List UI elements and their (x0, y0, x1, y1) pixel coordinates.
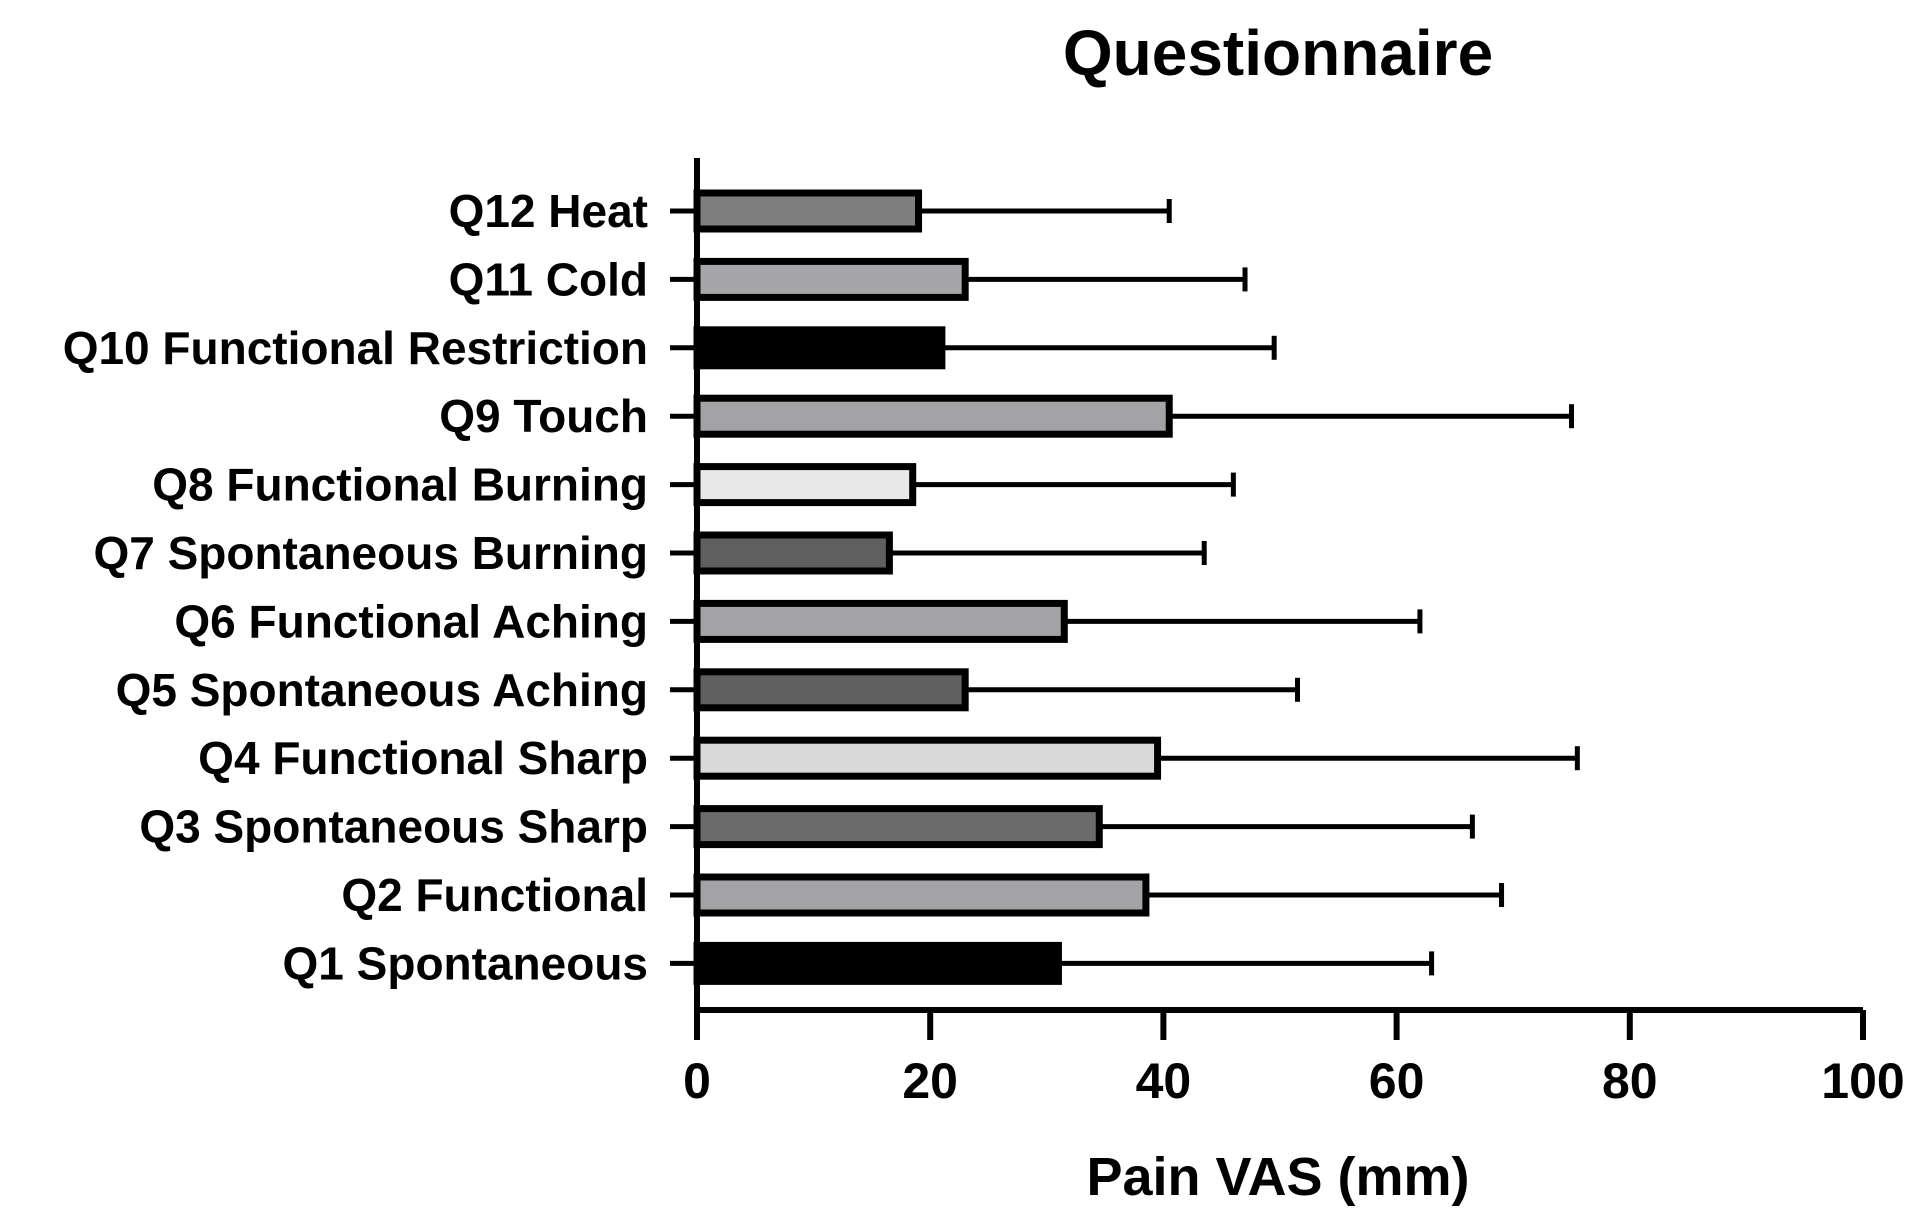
category-label-q7: Q7 Spontaneous Burning (93, 527, 648, 579)
category-label-q3: Q3 Spontaneous Sharp (139, 801, 648, 853)
x-tick-label-100: 100 (1821, 1053, 1904, 1109)
bar-q2 (693, 873, 1150, 917)
bar-q12 (693, 189, 923, 233)
category-label-q1: Q1 Spontaneous (283, 937, 648, 989)
category-label-q5: Q5 Spontaneous Aching (116, 664, 648, 716)
category-label-q2: Q2 Functional (341, 869, 648, 921)
bars-group (693, 189, 1580, 985)
bar-q1 (693, 941, 1062, 985)
category-label-q11: Q11 Cold (449, 253, 648, 305)
bar-q7 (693, 531, 893, 575)
bar-q11 (693, 257, 969, 301)
x-tick-label-20: 20 (902, 1053, 958, 1109)
x-tick-label-0: 0 (683, 1053, 711, 1109)
x-tick-label-80: 80 (1602, 1053, 1658, 1109)
bar-q6 (693, 599, 1068, 643)
bar-q9 (693, 394, 1173, 438)
category-label-q10: Q10 Functional Restriction (63, 322, 648, 374)
bar-q10 (693, 326, 946, 370)
x-axis-label: Pain VAS (mm) (1086, 1147, 1469, 1207)
category-label-q12: Q12 Heat (449, 185, 648, 237)
bar-q5 (693, 668, 969, 712)
chart-title: Questionnaire (1063, 17, 1493, 89)
bar-q8 (693, 463, 917, 507)
category-label-q9: Q9 Touch (439, 390, 648, 442)
x-tick-label-60: 60 (1369, 1053, 1425, 1109)
y-axis: Q12 Heat Q11 Cold Q10 Functional Restricti… (63, 158, 700, 1040)
x-tick-label-40: 40 (1136, 1053, 1192, 1109)
category-label-q6: Q6 Functional Aching (174, 595, 648, 647)
bar-q4 (693, 736, 1162, 780)
x-axis: 0 20 40 60 80 100 (683, 1007, 1905, 1109)
bar-q3 (693, 805, 1103, 849)
category-label-q8: Q8 Functional Burning (152, 459, 648, 511)
category-label-q4: Q4 Functional Sharp (198, 732, 648, 784)
